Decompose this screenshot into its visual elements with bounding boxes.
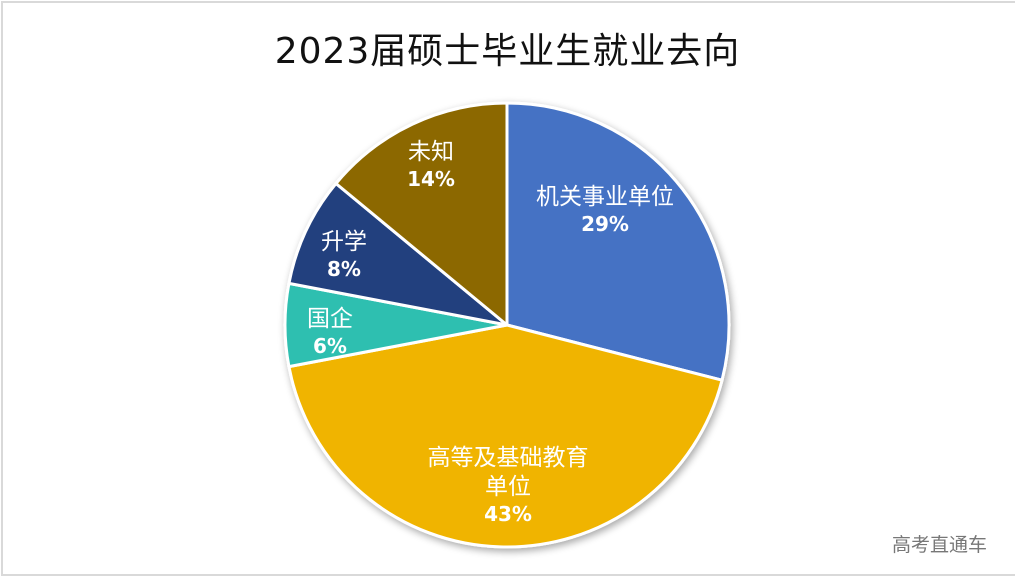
slice-label-further-study: 升学 8% [312,228,376,282]
slice-percent: 6% [313,333,347,358]
slice-unknown [334,101,509,327]
slice-name: 机关事业单位 [536,184,674,210]
slice-name: 高等及基础教育单位 [427,445,589,500]
slice-name: 国企 [307,306,353,332]
slice-further-study [287,181,509,327]
slice-label-education: 高等及基础教育单位 43% [418,444,598,527]
slice-label-government: 机关事业单位 29% [515,183,695,237]
slice-label-unknown: 未知 14% [396,138,466,192]
slice-label-soe: 国企 6% [300,305,360,359]
slice-name: 升学 [321,229,367,255]
watermark: 高考直通车 [891,534,987,556]
slice-percent: 29% [581,211,629,236]
slice-percent: 43% [484,501,532,526]
slice-percent: 14% [407,166,455,191]
slice-percent: 8% [327,256,361,281]
slice-name: 未知 [408,139,454,165]
slice-education [287,323,724,549]
chart-title: 2023届硕士毕业生就业去向 [274,31,741,72]
slice-government [505,101,731,382]
